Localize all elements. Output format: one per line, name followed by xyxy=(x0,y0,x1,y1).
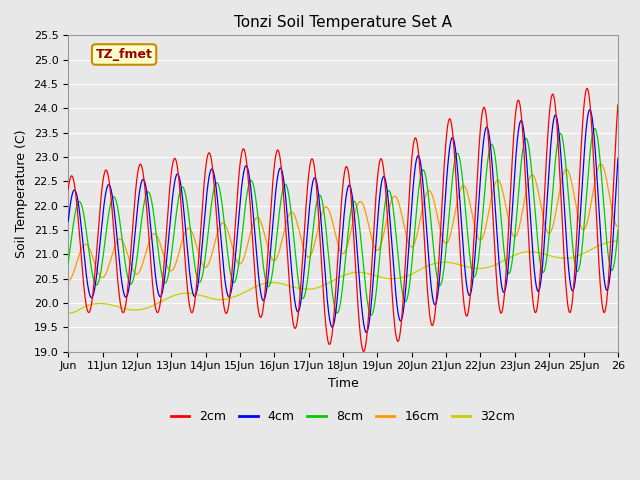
Title: Tonzi Soil Temperature Set A: Tonzi Soil Temperature Set A xyxy=(234,15,452,30)
Legend: 2cm, 4cm, 8cm, 16cm, 32cm: 2cm, 4cm, 8cm, 16cm, 32cm xyxy=(166,405,520,428)
X-axis label: Time: Time xyxy=(328,377,358,390)
Text: TZ_fmet: TZ_fmet xyxy=(95,48,152,61)
Y-axis label: Soil Temperature (C): Soil Temperature (C) xyxy=(15,129,28,258)
